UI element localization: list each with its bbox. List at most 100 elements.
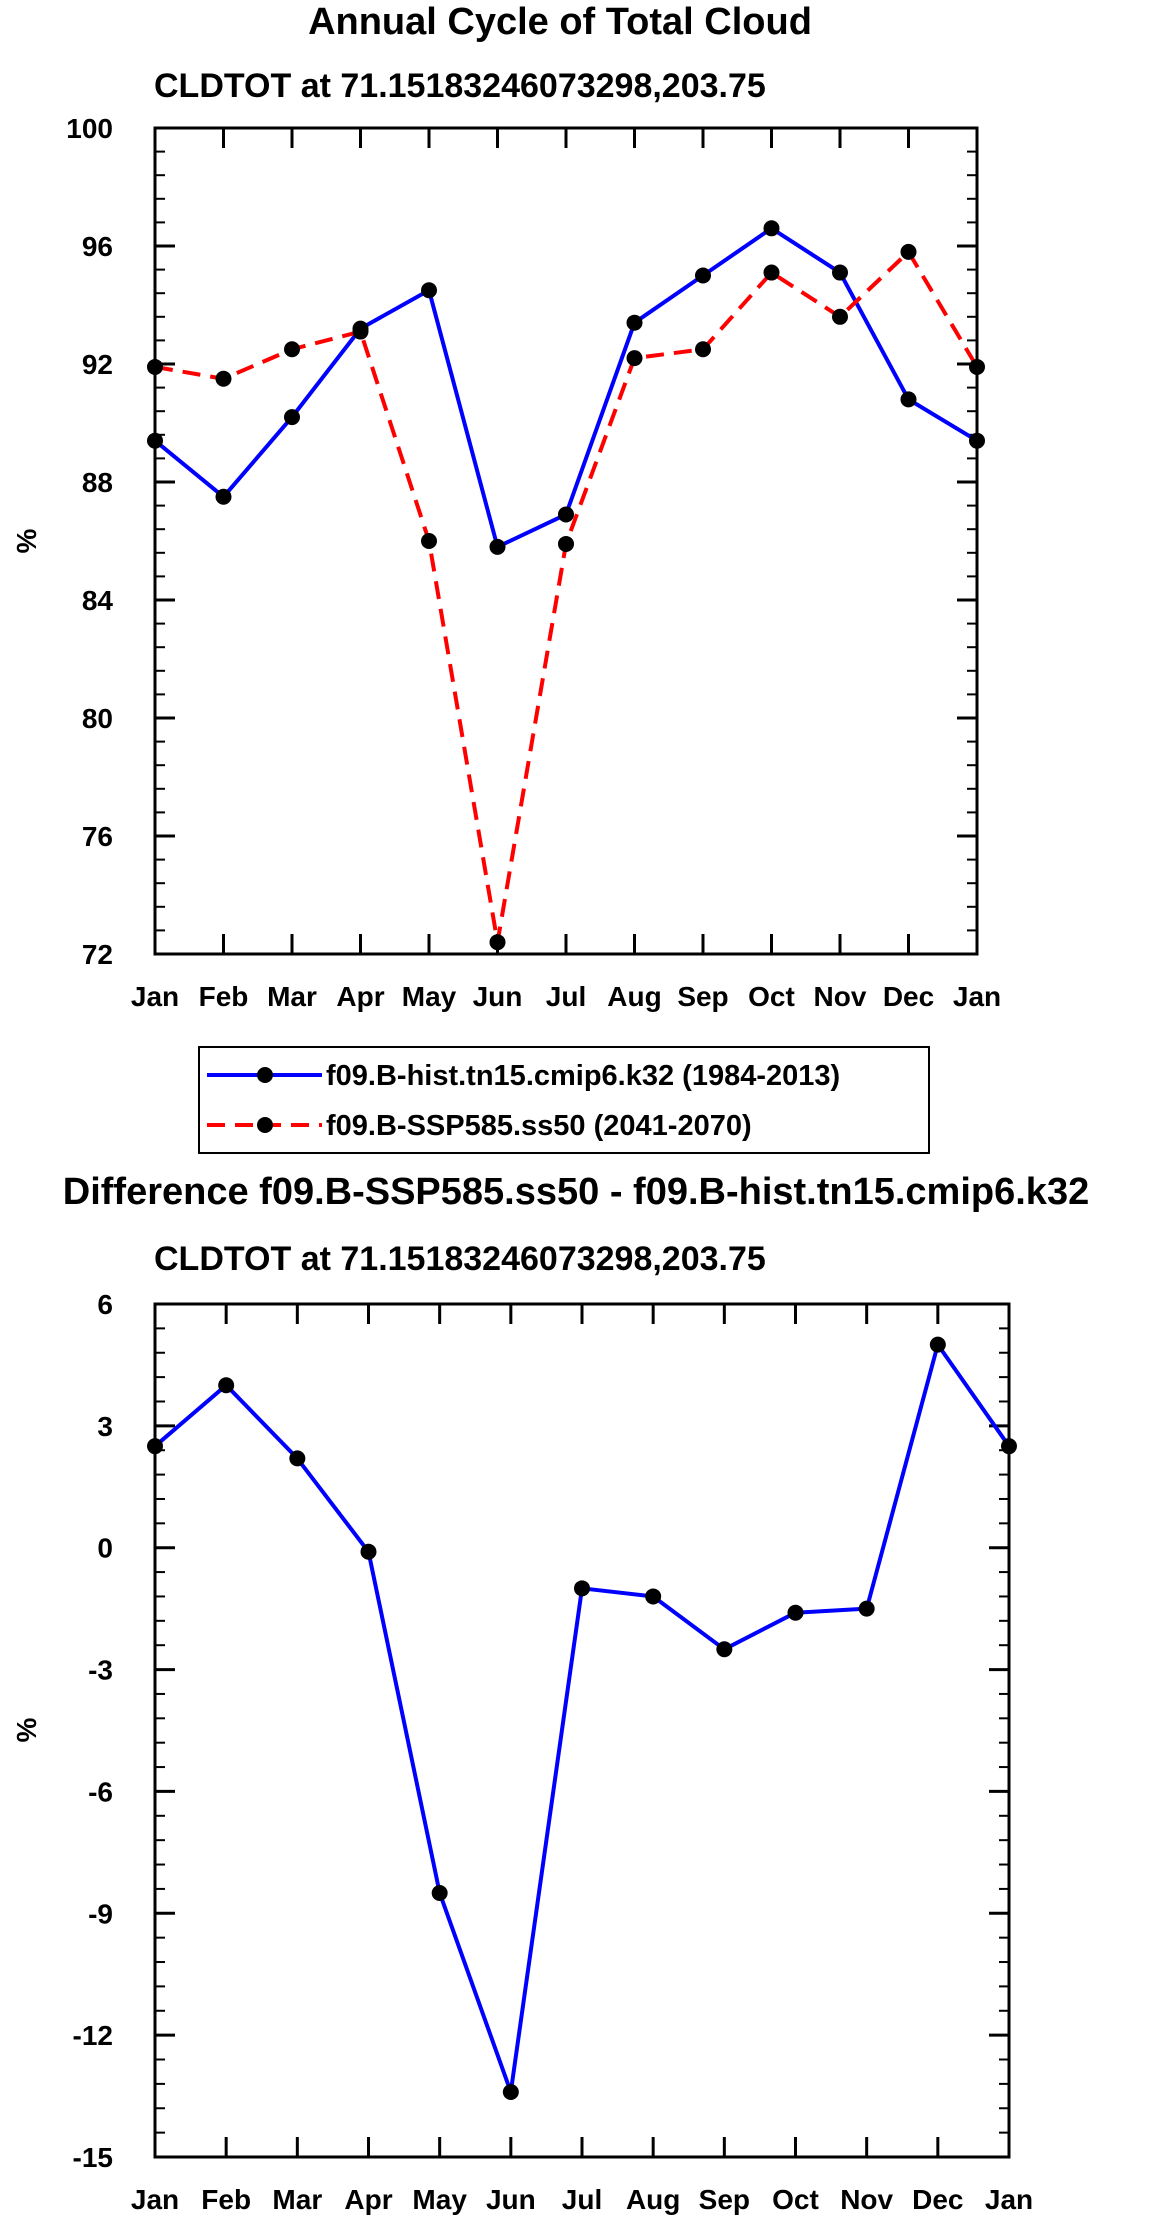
- y-axis-title: %: [11, 1717, 42, 1742]
- data-point-series-1: [147, 1438, 163, 1455]
- legend-box: [198, 1046, 930, 1154]
- tick-group: 100 96 92 88 84 80 76 72 Jan Feb Mar Apr May Jun Jul Au…: [66, 113, 1001, 1012]
- x-tick-label: Oct: [748, 981, 795, 1012]
- y-tick-label: 92: [82, 349, 113, 380]
- x-tick-label: Dec: [883, 981, 934, 1012]
- x-tick-label: Jan: [131, 981, 179, 1012]
- y-axis-title: %: [11, 528, 42, 553]
- y-tick-label: 72: [82, 939, 113, 970]
- data-point-series-2: [763, 264, 780, 281]
- y-tick-label: 100: [66, 113, 113, 144]
- data-point-series-1: [421, 282, 437, 299]
- data-point-series-1: [645, 1588, 662, 1605]
- data-point-series-1: [558, 506, 574, 523]
- legend-marker-hist: [257, 1067, 273, 1083]
- data-point-series-2: [900, 243, 917, 260]
- data-point-series-1: [858, 1600, 875, 1617]
- legend: f09.B-hist.tn15.cmip6.k32 (1984-2013) f0…: [198, 1046, 930, 1154]
- x-tick-label: May: [412, 2184, 467, 2215]
- x-tick-label: Jul: [562, 2184, 602, 2215]
- y-tick-label: 0: [97, 1533, 113, 1564]
- x-tick-label: Jan: [985, 2184, 1033, 2215]
- data-point-series-2: [421, 533, 437, 549]
- y-tick-label: 6: [97, 1289, 113, 1320]
- series-line-1: [153, 226, 979, 549]
- series-lines: [153, 1342, 1011, 2094]
- y-tick-label: 3: [97, 1411, 113, 1442]
- series-markers: [147, 220, 985, 951]
- y-tick-label: -9: [88, 1898, 113, 1929]
- difference-subtitle: CLDTOT at 71.15183246073298,203.75: [154, 1240, 766, 1278]
- series-line-1: [153, 1342, 1011, 2094]
- plot-frame: [153, 1302, 1011, 2159]
- x-tick-label: Aug: [607, 981, 661, 1012]
- data-point-series-1: [360, 1543, 377, 1560]
- legend-marker-ssp: [257, 1117, 273, 1133]
- data-point-series-1: [763, 220, 780, 237]
- x-tick-label: May: [402, 981, 457, 1012]
- data-point-series-1: [929, 1336, 946, 1353]
- data-point-series-2: [832, 308, 848, 325]
- data-point-series-1: [284, 409, 300, 426]
- x-tick-label: Jun: [473, 981, 523, 1012]
- y-tick-label: 80: [82, 703, 113, 734]
- x-tick-label: Dec: [912, 2184, 963, 2215]
- x-tick-label: Oct: [772, 2184, 819, 2215]
- data-point-series-2: [626, 350, 643, 367]
- chart-subtitle: CLDTOT at 71.15183246073298,203.75: [154, 67, 766, 105]
- data-point-series-1: [574, 1580, 590, 1597]
- x-tick-label: Nov: [840, 2184, 893, 2215]
- x-tick-label: Jan: [131, 2184, 179, 2215]
- data-point-series-2: [215, 370, 232, 387]
- difference-panel: Difference f09.B-SSP585.ss50 - f09.B-his…: [11, 1171, 1089, 2215]
- x-tick-label: Sep: [677, 981, 728, 1012]
- y-tick-label: 84: [82, 585, 114, 616]
- x-tick-label: Mar: [272, 2184, 322, 2215]
- series-lines: [153, 226, 979, 945]
- legend-label-hist: f09.B-hist.tn15.cmip6.k32 (1984-2013): [326, 1060, 840, 1092]
- series-markers: [147, 1336, 1017, 2101]
- annual-cycle-panel: Annual Cycle of Total Cloud CLDTOT at 71…: [11, 1, 1001, 1154]
- x-tick-label: Feb: [199, 981, 249, 1012]
- x-tick-label: Mar: [267, 981, 317, 1012]
- data-point-series-1: [147, 432, 163, 449]
- data-point-series-1: [900, 391, 917, 408]
- data-point-series-1: [1001, 1438, 1017, 1455]
- y-tick-label: -3: [88, 1655, 113, 1686]
- data-point-series-1: [716, 1641, 733, 1658]
- difference-title: Difference f09.B-SSP585.ss50 - f09.B-his…: [63, 1171, 1089, 1213]
- data-point-series-1: [218, 1377, 235, 1394]
- tick-group: 6 3 0 -3 -6 -9 -12 -15 Jan Feb Mar Apr May Jun Jul Aug S…: [73, 1289, 1034, 2215]
- data-point-series-1: [289, 1450, 306, 1467]
- data-point-series-2: [695, 341, 711, 358]
- data-point-series-2: [352, 323, 369, 340]
- data-point-series-1: [969, 432, 985, 449]
- y-tick-label: 88: [82, 467, 113, 498]
- y-tick-label: -15: [73, 2142, 113, 2173]
- data-point-series-2: [147, 358, 163, 375]
- y-tick-label: 76: [82, 821, 113, 852]
- legend-label-ssp: f09.B-SSP585.ss50 (2041-2070): [326, 1110, 752, 1142]
- y-tick-label: -6: [88, 1776, 113, 1807]
- data-point-series-1: [502, 2084, 519, 2101]
- data-point-series-1: [489, 538, 506, 555]
- series-line-2: [154, 249, 979, 945]
- x-tick-label: Jan: [953, 981, 1001, 1012]
- x-tick-label: Jun: [486, 2184, 536, 2215]
- data-point-series-1: [695, 267, 711, 284]
- x-tick-label: Jul: [546, 981, 586, 1012]
- data-point-series-2: [284, 341, 300, 358]
- data-point-series-1: [626, 314, 643, 331]
- x-tick-label: Apr: [344, 2184, 392, 2215]
- y-tick-label: 96: [82, 231, 113, 262]
- x-tick-label: Sep: [699, 2184, 750, 2215]
- data-point-series-1: [215, 488, 232, 505]
- x-tick-label: Aug: [626, 2184, 680, 2215]
- y-tick-label: -12: [73, 2020, 113, 2051]
- data-point-series-2: [489, 934, 506, 951]
- x-tick-label: Feb: [201, 2184, 251, 2215]
- x-tick-label: Nov: [814, 981, 867, 1012]
- data-point-series-2: [558, 535, 574, 552]
- x-tick-label: Apr: [336, 981, 384, 1012]
- chart-title: Annual Cycle of Total Cloud: [308, 1, 812, 43]
